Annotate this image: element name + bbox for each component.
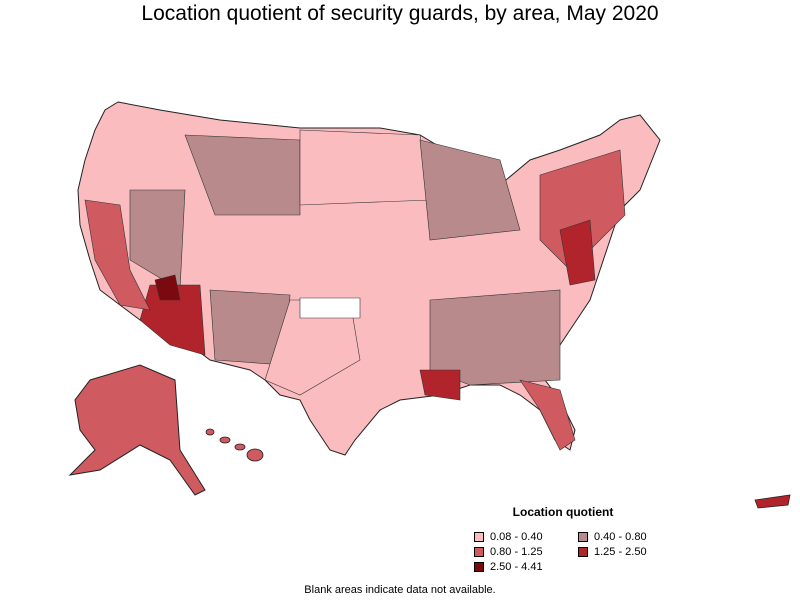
region-california-coast [84,199,151,311]
puerto-rico [754,494,791,509]
legend-item-5: 2.50 - 4.41 [474,561,543,573]
region-northeast [539,149,626,271]
region-las-vegas [154,274,181,301]
legend-swatch [578,532,588,542]
hawaii [205,428,264,462]
legend-label: 0.40 - 0.80 [594,531,647,543]
region-arizona [139,284,206,356]
legend-label: 0.80 - 1.25 [490,546,543,558]
region-mountain-west [184,134,301,216]
legend-swatch [474,562,484,572]
alaska [68,364,206,496]
region-northern-plains [299,129,431,206]
region-great-lakes [419,139,521,241]
legend-label: 1.25 - 2.50 [594,546,647,558]
legend-swatch [578,547,588,557]
legend-item-1: 0.08 - 0.40 [474,531,543,543]
legend-title: Location quotient [512,505,614,519]
region-southeast [429,289,561,386]
region-mid-atlantic [559,219,596,286]
legend-swatch [474,547,484,557]
legend-swatch [474,532,484,542]
legend-item-3: 0.80 - 1.25 [474,546,543,558]
legend-item-2: 0.40 - 0.80 [578,531,647,543]
region-louisiana [419,369,461,401]
map-title: Location quotient of security guards, by… [141,2,659,25]
legend-label: 0.08 - 0.40 [490,531,543,543]
region-oklahoma-blank [299,297,361,319]
legend-label: 2.50 - 4.41 [490,561,543,573]
legend-item-4: 1.25 - 2.50 [578,546,647,558]
region-florida [519,379,576,451]
footnote: Blank areas indicate data not available. [304,584,496,596]
